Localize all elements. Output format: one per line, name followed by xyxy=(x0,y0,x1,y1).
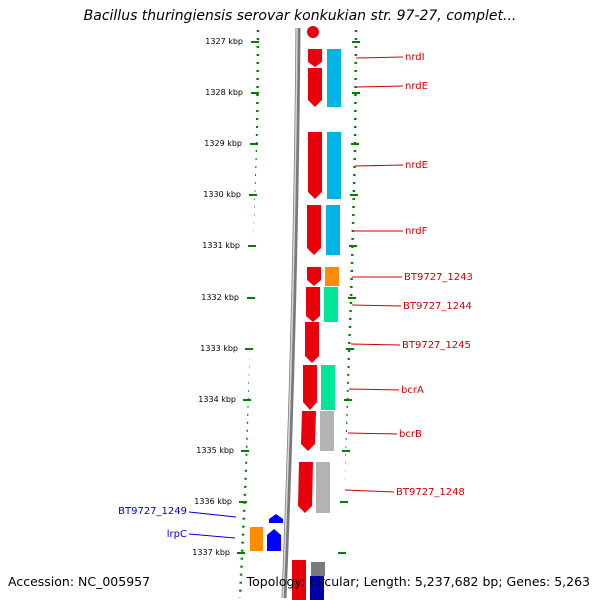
leader-line xyxy=(347,432,398,435)
cog-block[interactable] xyxy=(316,462,330,513)
cog-block[interactable] xyxy=(327,132,341,199)
leader-line xyxy=(188,511,237,518)
ruler-ticks: 1327 kbp 1328 kbp 1329 kbp 1330 kbp 1331… xyxy=(192,37,259,557)
tick-label: 1334 kbp xyxy=(198,395,236,404)
cog-block[interactable] xyxy=(320,411,334,451)
leader-line xyxy=(355,85,404,88)
tick-label: 1332 kbp xyxy=(201,293,239,302)
cog-block[interactable] xyxy=(250,527,263,551)
ruler-ticks-right xyxy=(338,41,360,554)
tick-label: 1327 kbp xyxy=(205,37,243,46)
gene-label-BT9727_1244[interactable]: BT9727_1244 xyxy=(403,301,472,312)
cog-block[interactable] xyxy=(324,287,338,322)
chromosome-backbone xyxy=(281,27,301,599)
leader-line xyxy=(188,533,236,539)
gene-block[interactable] xyxy=(292,560,306,600)
gene-label-BT9727_1243[interactable]: BT9727_1243 xyxy=(404,272,473,283)
gene-track-annotation xyxy=(310,49,341,600)
cog-block[interactable] xyxy=(311,562,325,576)
gene-label-nrdI[interactable]: nrdI xyxy=(405,52,425,63)
tick-label: 1328 kbp xyxy=(205,88,243,97)
leader-line xyxy=(350,343,401,346)
ruler-line-right xyxy=(336,29,358,599)
tick-label: 1335 kbp xyxy=(196,446,234,455)
leader-line xyxy=(355,56,404,59)
gene-arrow-bcrA[interactable] xyxy=(303,365,317,410)
gene-arrow-bcrB[interactable] xyxy=(301,411,316,451)
gene-arrow-BT9727_1243[interactable] xyxy=(307,267,321,286)
gene-arrow-nrdE-1[interactable] xyxy=(308,68,322,107)
gene-arrow-nrdE-2[interactable] xyxy=(308,132,322,199)
gene-arrow-nrdI[interactable] xyxy=(308,49,322,67)
ruler-line-left xyxy=(238,29,260,599)
leader-line xyxy=(348,388,400,391)
gene-label-BT9727_1245[interactable]: BT9727_1245 xyxy=(402,340,471,351)
gene-arrow-lrpC[interactable] xyxy=(267,529,281,551)
tick-label: 1333 kbp xyxy=(200,344,238,353)
gene-label-BT9727_1248[interactable]: BT9727_1248 xyxy=(396,487,465,498)
tick-label: 1329 kbp xyxy=(204,139,242,148)
track-band xyxy=(244,28,352,598)
gene-arrow-BT9727_1245[interactable] xyxy=(305,322,319,363)
gene-track-reverse xyxy=(292,49,322,600)
gene-label-nrdF[interactable]: nrdF xyxy=(405,226,428,237)
gene-cap[interactable] xyxy=(307,26,319,38)
map-title: Bacillus thuringiensis serovar konkukian… xyxy=(83,8,517,24)
leader-line xyxy=(354,164,404,167)
tick-label: 1330 kbp xyxy=(203,190,241,199)
genome-summary: Topology: circular; Length: 5,237,682 bp… xyxy=(246,574,590,589)
cog-block[interactable] xyxy=(310,576,324,600)
tick-label: 1331 kbp xyxy=(202,241,240,250)
leader-line xyxy=(344,489,395,493)
gene-label-nrdE[interactable]: nrdE xyxy=(405,81,428,92)
gene-label-BT9727_1249[interactable]: BT9727_1249 xyxy=(118,506,187,517)
label-leaders xyxy=(188,56,404,539)
accession-label: Accession: NC_005957 xyxy=(8,574,151,589)
gene-label-bcrA[interactable]: bcrA xyxy=(401,385,424,396)
gene-label-bcrB[interactable]: bcrB xyxy=(399,429,422,440)
tick-label: 1336 kbp xyxy=(194,497,232,506)
gene-arrow-BT9727_1249[interactable] xyxy=(269,514,283,523)
gene-arrow-BT9727_1244[interactable] xyxy=(306,287,320,322)
gene-label-lrpC[interactable]: lrpC xyxy=(167,529,187,540)
gene-track-forward xyxy=(250,514,283,551)
gene-labels: nrdI nrdE nrdE nrdF BT9727_1243 BT9727_1… xyxy=(118,52,473,540)
tick-label: 1337 kbp xyxy=(192,548,230,557)
cog-block[interactable] xyxy=(325,267,339,286)
cog-block[interactable] xyxy=(326,205,340,255)
chromosome-backbone-highlight xyxy=(282,27,298,599)
gene-arrow-BT9727_1248[interactable] xyxy=(298,462,313,513)
gene-label-nrdE[interactable]: nrdE xyxy=(405,160,428,171)
gene-arrow-nrdF[interactable] xyxy=(307,205,321,255)
cog-block[interactable] xyxy=(321,365,335,410)
leader-line xyxy=(351,304,402,307)
cog-block[interactable] xyxy=(327,49,341,107)
